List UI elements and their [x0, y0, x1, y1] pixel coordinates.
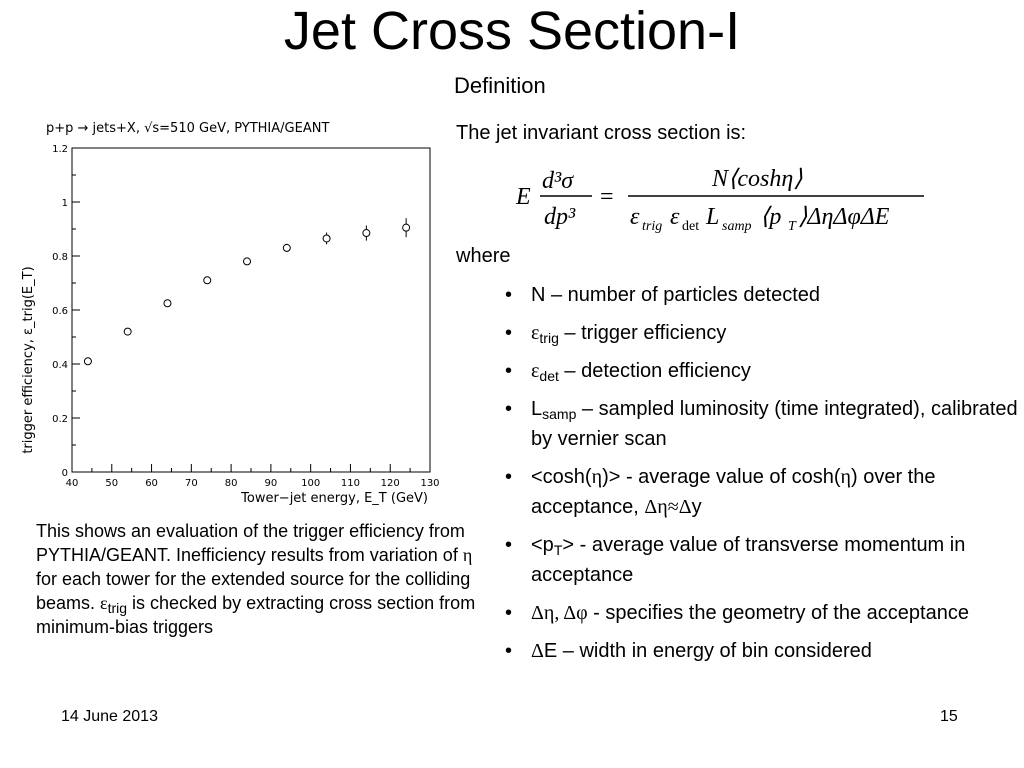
- trigger-efficiency-chart: p+p → jets+X, √s=510 GeV, PYTHIA/GEANT t…: [21, 121, 440, 506]
- page-number: 15: [940, 708, 958, 725]
- formula-sub-det: det: [682, 219, 699, 234]
- definition-list: • N – number of particles detected • εtrig…: [505, 280, 1020, 674]
- x-tick-label: 80: [225, 478, 238, 489]
- list-item: • εtrig – trigger efficiency: [505, 318, 1020, 348]
- plot-frame: [71, 147, 431, 473]
- list-item: • εdet – detection efficiency: [505, 356, 1020, 386]
- data-point: [163, 299, 172, 308]
- data-point: [322, 234, 331, 243]
- formula-equals: =: [600, 184, 614, 210]
- formula-lhs-denominator: dp³: [544, 204, 576, 230]
- bullet-icon: •: [505, 466, 513, 488]
- x-tick-label: 70: [185, 478, 198, 489]
- bullet-icon: •: [505, 322, 513, 344]
- y-tick-label: 0.2: [52, 414, 68, 425]
- data-point: [282, 243, 291, 252]
- chart-title: p+p → jets+X, √s=510 GeV, PYTHIA/GEANT: [46, 121, 329, 136]
- list-item: • <cosh(η)> - average value of cosh(η) ov…: [505, 462, 1020, 522]
- list-item: • ΔE – width in energy of bin considered: [505, 636, 1020, 666]
- bullet-icon: •: [505, 602, 513, 624]
- y-tick-label: 0.4: [52, 360, 68, 371]
- x-tick-label: 90: [265, 478, 278, 489]
- x-tick-label: 120: [381, 478, 400, 489]
- formula-l: L: [705, 204, 719, 230]
- bullet-icon: •: [505, 398, 513, 420]
- chart-x-axis-label: Tower−jet energy, E_T (GeV): [240, 491, 428, 506]
- formula-eps-det: ε: [670, 204, 680, 230]
- y-tick-label: 0.6: [52, 306, 68, 317]
- slide-title: Jet Cross Section-I: [283, 1, 741, 61]
- formula-lhs-numerator: d³σ: [542, 168, 574, 194]
- formula-pt-open: ⟨p: [760, 204, 781, 230]
- where-label: where: [456, 245, 511, 267]
- data-point: [243, 257, 252, 266]
- x-tick-label: 40: [66, 478, 79, 489]
- data-point: [362, 229, 371, 238]
- formula-sub-t: T: [788, 219, 797, 234]
- x-tick-label: 50: [105, 478, 118, 489]
- bullet-icon: •: [505, 284, 513, 306]
- data-point: [402, 223, 411, 232]
- cross-section-formula: E d³σ dp³ = N⟨coshη⟩ ε trig ε det L samp…: [515, 166, 924, 234]
- footer-date: 14 June 2013: [61, 708, 158, 725]
- formula-rhs-numerator: N⟨coshη⟩: [711, 166, 803, 192]
- x-tick-label: 130: [420, 478, 439, 489]
- x-tick-label: 60: [145, 478, 158, 489]
- list-item: • Lsamp – sampled luminosity (time integr…: [505, 394, 1020, 454]
- list-item: • <pT> - average value of transverse mome…: [505, 530, 1020, 590]
- slide-subtitle: Definition: [454, 73, 546, 98]
- data-point: [123, 327, 132, 336]
- data-point: [203, 276, 212, 285]
- formula-sub-trig: trig: [642, 219, 662, 234]
- y-tick-label: 1.2: [52, 144, 68, 155]
- chart-caption: This shows an evaluation of the trigger …: [36, 521, 476, 637]
- formula-pt-close: ⟩ΔηΔφΔE: [798, 204, 890, 230]
- bullet-icon: •: [505, 360, 513, 382]
- formula-eps-trig: ε: [630, 204, 640, 230]
- formula-lhs-e: E: [515, 184, 531, 210]
- chart-y-axis-label: trigger efficiency, ε_trig(E_T): [21, 266, 36, 453]
- x-tick-label: 100: [301, 478, 320, 489]
- intro-text: The jet invariant cross section is:: [456, 122, 747, 144]
- y-tick-label: 1: [62, 198, 68, 209]
- y-tick-label: 0: [62, 468, 68, 479]
- list-item: • N – number of particles detected: [505, 280, 1020, 310]
- x-tick-label: 110: [341, 478, 360, 489]
- y-tick-label: 0.8: [52, 252, 68, 263]
- list-item: • Δη, Δφ - specifies the geometry of the …: [505, 598, 1020, 628]
- formula-sub-samp: samp: [722, 219, 752, 234]
- bullet-icon: •: [505, 534, 513, 556]
- data-point: [83, 357, 92, 366]
- bullet-icon: •: [505, 640, 513, 662]
